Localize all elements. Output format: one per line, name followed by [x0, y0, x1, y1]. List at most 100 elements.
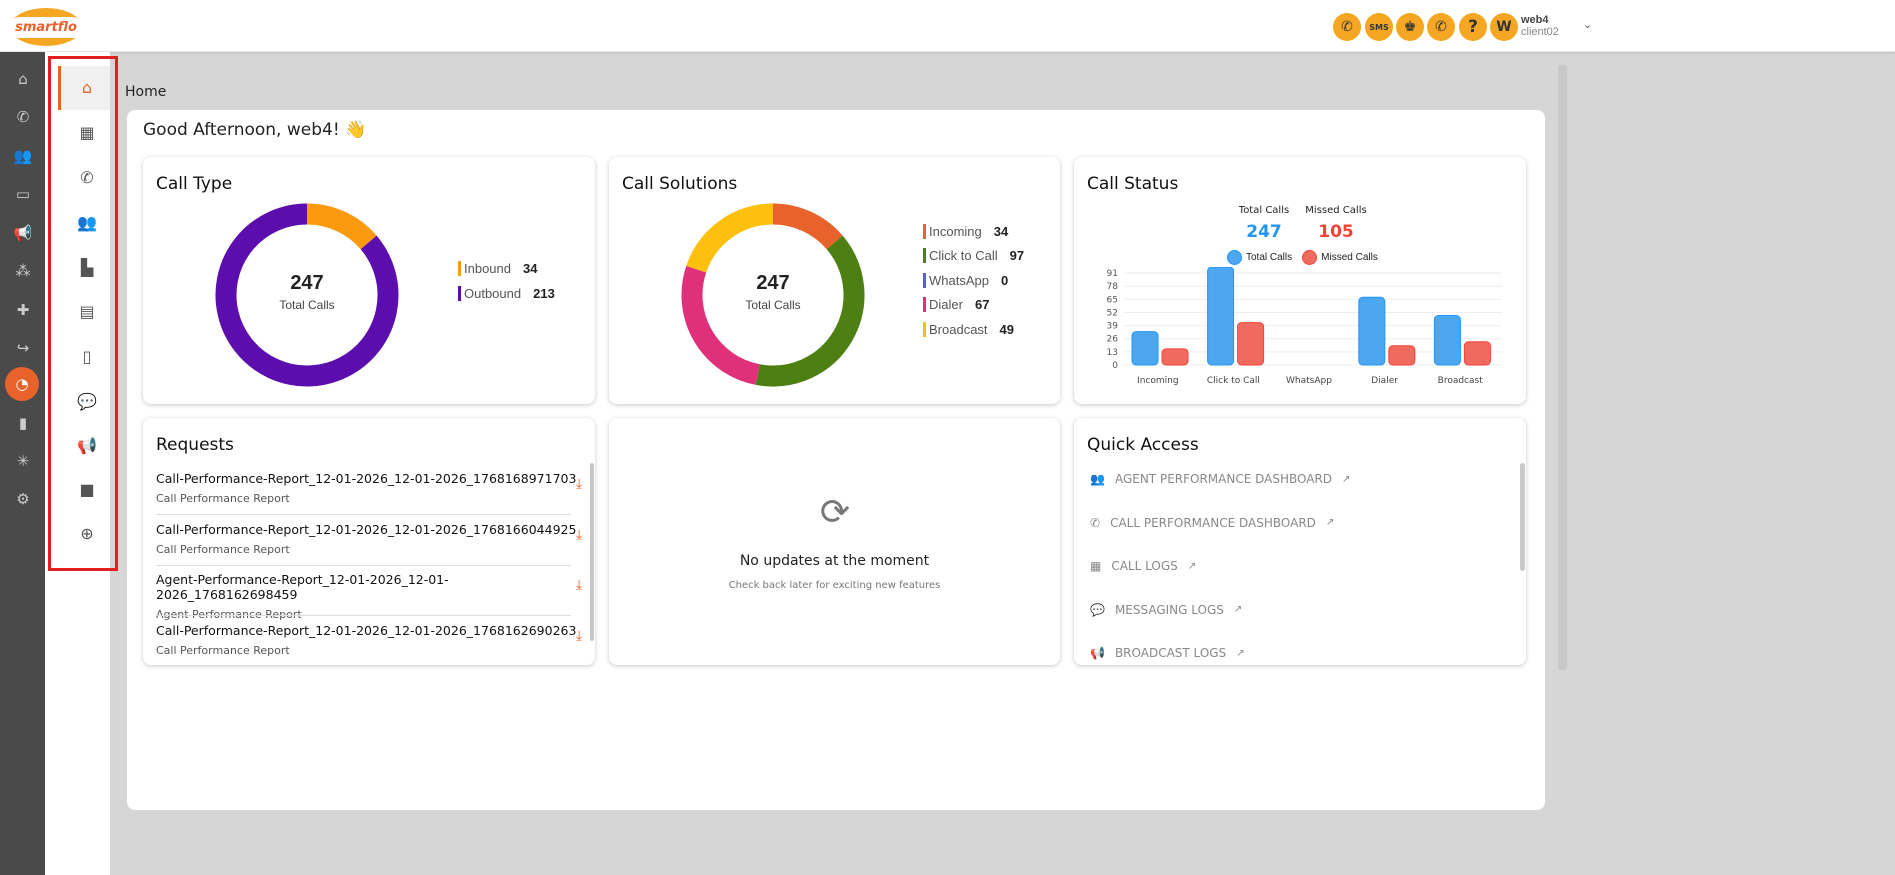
- updates-card: ⟳ No updates at the moment Check back la…: [609, 418, 1060, 665]
- top-bar: smartflo ✆ SMS ♚ ✆ ? W web4 client02 ⌄: [0, 0, 1895, 52]
- legend-label: Total Calls: [1246, 252, 1293, 263]
- list-item[interactable]: Agent-Performance-Report_12-01-2026_12-0…: [156, 572, 586, 621]
- bar-total-calls[interactable]: [1358, 296, 1386, 366]
- legend-value: 49: [999, 321, 1015, 337]
- quick-access-scrollbar[interactable]: [1520, 463, 1525, 571]
- bar-missed-calls[interactable]: [1161, 348, 1189, 366]
- download-circle-icon[interactable]: ⊕: [80, 524, 94, 543]
- legend-label: Missed Calls: [1321, 252, 1378, 263]
- users-icon[interactable]: 👥: [13, 147, 33, 165]
- legend-value: 67: [974, 297, 990, 313]
- sub-sidebar-active: [58, 66, 110, 110]
- legend-label: Incoming: [929, 223, 982, 239]
- clock-refresh-icon: ⟳: [819, 492, 851, 533]
- download-icon[interactable]: ⤓: [576, 577, 583, 593]
- page-scrollbar[interactable]: [1558, 65, 1567, 670]
- donut-label: Total Calls: [745, 298, 801, 312]
- external-link-icon: ↗: [1325, 517, 1335, 528]
- donut-slice-dialer[interactable]: [681, 265, 760, 385]
- megaphone-icon[interactable]: 📢: [13, 224, 33, 242]
- agent-icon[interactable]: ♚: [1396, 13, 1424, 41]
- download-icon[interactable]: ⤓: [576, 627, 583, 644]
- download-icon[interactable]: ⤓: [576, 476, 583, 492]
- bar-total-calls[interactable]: [1131, 331, 1159, 366]
- reports-pie-icon[interactable]: ◔: [5, 367, 39, 401]
- requests-scrollbar[interactable]: [590, 463, 594, 641]
- download-icon[interactable]: ⤓: [576, 526, 583, 543]
- legend-item: Broadcast 49: [923, 317, 1024, 342]
- call-type-card: Call Type 247 Total Calls Inbound 34 Outb…: [143, 157, 595, 404]
- chat-stats-icon[interactable]: 💬: [77, 392, 97, 411]
- monitor-icon[interactable]: ▭: [15, 185, 31, 203]
- agents-icon[interactable]: 👥: [77, 213, 97, 232]
- integrations-icon[interactable]: ✳: [16, 452, 30, 470]
- x-tick-label: Incoming: [1137, 376, 1179, 386]
- home-icon[interactable]: ⌂: [81, 78, 93, 97]
- link-label: CALL PERFORMANCE DASHBOARD: [1110, 515, 1316, 530]
- requests-card: Requests Call-Performance-Report_12-01-2…: [143, 418, 595, 665]
- quick-access-link[interactable]: ▦ CALL LOGS ↗: [1090, 559, 1196, 573]
- call-performance-icon[interactable]: ✆: [80, 168, 94, 187]
- total-calls-label: Total Calls: [1238, 205, 1290, 216]
- report-name: Agent-Performance-Report_12-01-2026_12-0…: [156, 572, 449, 602]
- quick-access-link[interactable]: 📢 BROADCAST LOGS ↗: [1090, 646, 1245, 660]
- quick-access-link[interactable]: 👥 AGENT PERFORMANCE DASHBOARD ↗: [1090, 472, 1350, 486]
- greeting: Good Afternoon, web4! 👋: [143, 120, 367, 140]
- card-title: Call Status: [1087, 174, 1179, 194]
- analytics-icon[interactable]: ▮: [18, 414, 28, 432]
- chevron-down-icon[interactable]: ⌄: [1583, 18, 1593, 31]
- legend-item: WhatsApp 0: [923, 268, 1024, 293]
- card-title: Call Solutions: [622, 174, 738, 194]
- video-icon[interactable]: ■: [79, 480, 95, 499]
- donut-value: 247: [290, 272, 324, 294]
- bar-missed-calls[interactable]: [1237, 322, 1265, 366]
- report-name: Call-Performance-Report_12-01-2026_12-01…: [156, 622, 577, 638]
- legend-value: 0: [1000, 272, 1009, 288]
- donut-value: 247: [756, 272, 790, 294]
- user-client: client02: [1521, 26, 1559, 38]
- table-icon[interactable]: ▦: [79, 123, 95, 142]
- smartflo-logo[interactable]: smartflo: [9, 8, 83, 46]
- donut-slice-broadcast[interactable]: [686, 203, 774, 273]
- plugin-icon[interactable]: ✚: [16, 301, 30, 319]
- legend-label: WhatsApp: [929, 272, 989, 288]
- premium-chart-icon[interactable]: ▙: [80, 258, 94, 277]
- quick-access-link[interactable]: ✆ CALL PERFORMANCE DASHBOARD ↗: [1090, 516, 1334, 530]
- external-link-icon: ↗: [1236, 647, 1245, 659]
- list-item[interactable]: Call-Performance-Report_12-01-2026_12-01…: [156, 471, 586, 515]
- donut-slice-click-to-call[interactable]: [755, 235, 865, 387]
- help-icon[interactable]: ?: [1459, 13, 1487, 41]
- settings-icon[interactable]: ⚙: [16, 490, 30, 508]
- user-menu[interactable]: web4 client02: [1521, 14, 1559, 38]
- bar-missed-calls[interactable]: [1388, 345, 1416, 366]
- quick-access-link[interactable]: 💬 MESSAGING LOGS ↗: [1090, 603, 1242, 617]
- chat-icon: 💬: [1090, 602, 1105, 617]
- call-status-bar-chart: 0 13 26 39 52 65 78 91 Incoming Click to Call What…: [1107, 267, 1502, 386]
- phone-clock-icon[interactable]: ✆: [1427, 13, 1455, 41]
- bar-missed-calls[interactable]: [1463, 341, 1491, 366]
- message-icon[interactable]: ▤: [79, 302, 95, 321]
- call-forward-icon[interactable]: ↪: [16, 339, 30, 357]
- mobile-icon[interactable]: ▯: [82, 347, 92, 366]
- agents-icon: 👥: [1090, 472, 1105, 486]
- megaphone-icon: 📢: [1090, 646, 1105, 660]
- call-solutions-donut: [681, 203, 865, 387]
- avatar[interactable]: W: [1490, 13, 1518, 41]
- donut-slice-incoming[interactable]: [772, 203, 843, 250]
- bar-total-calls[interactable]: [1207, 267, 1235, 366]
- legend-item: Outbound 213: [458, 281, 555, 306]
- list-item[interactable]: Call-Performance-Report_12-01-2026_12-01…: [156, 623, 586, 657]
- megaphone-icon[interactable]: 📢: [77, 436, 97, 455]
- bar-total-calls[interactable]: [1433, 314, 1461, 366]
- phone-icon[interactable]: ✆: [16, 108, 30, 126]
- card-title: Requests: [156, 435, 234, 455]
- donut-slice-inbound[interactable]: [306, 203, 377, 250]
- phone-wave-icon[interactable]: ✆: [1333, 13, 1361, 41]
- network-icon[interactable]: ⁂: [15, 262, 31, 280]
- home-icon[interactable]: ⌂: [18, 70, 28, 88]
- list-item[interactable]: Call-Performance-Report_12-01-2026_12-01…: [156, 522, 586, 566]
- donut-slice-outbound[interactable]: [215, 203, 399, 387]
- updates-subtitle: Check back later for exciting new featur…: [728, 580, 941, 591]
- total-calls-value: 247: [1246, 222, 1282, 242]
- sms-icon[interactable]: SMS: [1365, 13, 1393, 41]
